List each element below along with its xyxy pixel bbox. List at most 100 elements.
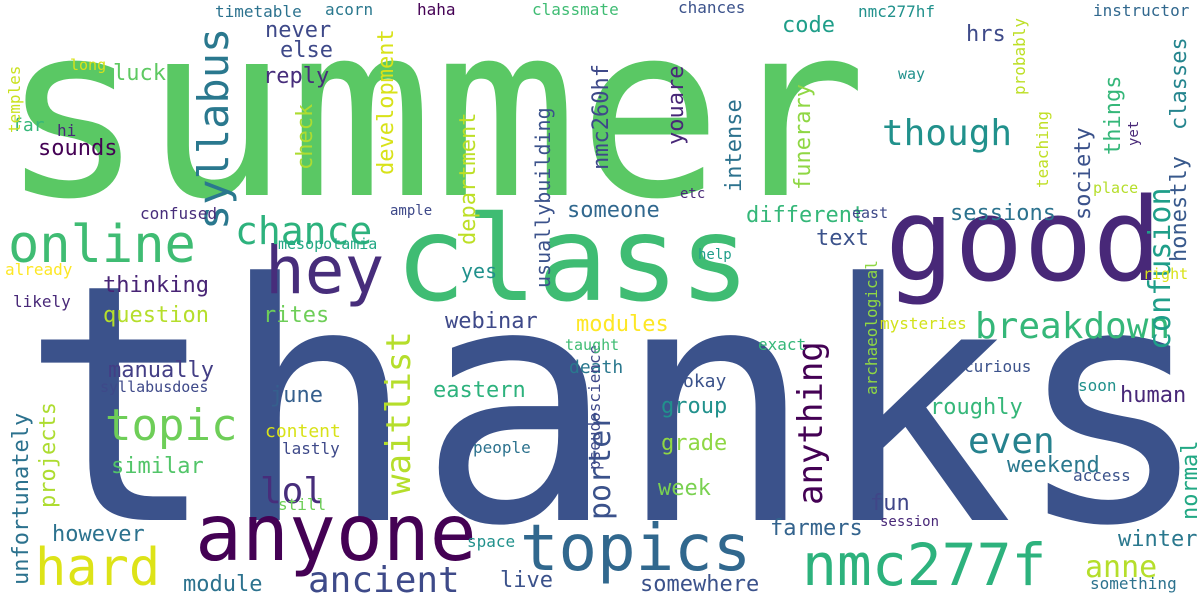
word-session: session [880,514,939,530]
word-far: far [12,115,45,136]
word-access: access [1073,466,1131,485]
word-good: good [885,174,1162,308]
word-usuallybuilding: usuallybuilding [531,107,555,288]
word-death: death [569,357,623,378]
word-way: way [898,65,925,83]
word-help: help [698,247,732,263]
word-winter: winter [1118,527,1197,552]
word-okay: okay [683,371,727,392]
word-thinking: thinking [103,273,209,298]
word-soon: soon [1078,376,1117,395]
word-haha: haha [417,0,456,19]
word-ancient: ancient [308,560,460,600]
word-code: code [782,13,835,38]
word-youare: youare [664,66,689,145]
word-modules: modules [576,312,669,337]
word-curious: curious [964,357,1031,376]
word-text: text [816,226,869,251]
word-nmc260hf: nmc260hf [589,64,614,170]
word-probably: probably [1010,18,1029,95]
word-space: space [467,532,515,551]
word-question: question [103,303,209,328]
word-however: however [52,522,145,547]
word-right: right [1143,265,1188,283]
word-development: development [374,29,399,175]
word-archaeological: archaeological [862,260,881,395]
word-something: something [1090,574,1177,593]
word-pseudoscience: pseudoscience [585,345,604,470]
word-reply: reply [263,64,329,89]
word-group: group [661,394,727,419]
word-anne: anne [1085,550,1157,585]
word-acorn: acorn [325,0,373,19]
word-already: already [5,260,73,279]
word-normal: normal [1178,441,1200,520]
word-live: live [500,568,553,593]
word-human: human [1120,383,1186,408]
word-similar: similar [111,454,204,479]
word-porter: porter [583,412,618,520]
word-classmate: classmate [532,0,619,19]
word-topics: topics [520,512,751,586]
word-confused: confused [140,204,217,223]
word-chances: chances [678,0,745,17]
word-manually: manually [108,358,214,383]
word-different: different [746,203,865,228]
word-ample: ample [390,203,432,219]
word-long: long [70,56,106,74]
word-temples: temples [5,66,24,133]
word-unfortunately: unfortunately [9,413,34,585]
word-never: never [265,18,331,43]
word-syllabus: syllabus [189,28,238,230]
word-though: though [882,113,1012,154]
word-sounds: sounds [38,136,117,161]
word-taught: taught [565,336,619,354]
word-exact: exact [758,335,806,354]
word-class: class [395,190,750,328]
word-breakdown: breakdown [975,306,1170,347]
word-hrs: hrs [966,22,1006,47]
word-content: content [265,421,341,442]
word-east: east [852,204,888,222]
word-confusion: confusion [1143,187,1178,350]
word-instructor: instructor [1093,1,1190,20]
word-somewhere: somewhere [640,572,759,597]
word-chance: chance [235,209,372,253]
word-funerary: funerary [791,84,816,190]
word-luck: luck [113,61,166,86]
word-timetable: timetable [215,2,302,21]
word-anyone: anyone [195,489,477,579]
word-teaching: teaching [1033,111,1052,188]
word-lastly: lastly [282,439,340,458]
word-hi: hi [57,121,76,140]
word-place: place [1093,179,1138,197]
word-rites: rites [263,303,329,328]
word-yet: yet [1126,121,1142,146]
word-still: still [278,495,326,514]
word-mysteries: mysteries [880,314,967,333]
word-summer: summer [0,0,867,252]
word-thanks: thanks [20,214,1200,598]
word-society: society [1071,127,1096,220]
word-grade: grade [661,431,727,456]
word-roughly: roughly [930,395,1023,420]
word-mesopotamia: mesopotamia [278,235,377,253]
word-likely: likely [13,292,71,311]
word-sessions: sessions [950,201,1056,226]
word-nmc277hf: nmc277hf [858,2,935,21]
word-anything: anything [791,341,831,505]
word-honestly: honestly [1167,156,1192,262]
word-june: june [270,383,323,408]
word-people: people [473,438,531,457]
word-yes: yes [461,259,497,283]
word-module: module [183,572,262,597]
word-webinar: webinar [445,309,538,334]
word-fun: fun [870,491,910,516]
word-hey: hey [265,232,384,309]
word-hard: hard [35,538,160,598]
word-eastern: eastern [433,378,526,403]
word-even: even [968,421,1055,462]
word-someone: someone [567,198,660,223]
